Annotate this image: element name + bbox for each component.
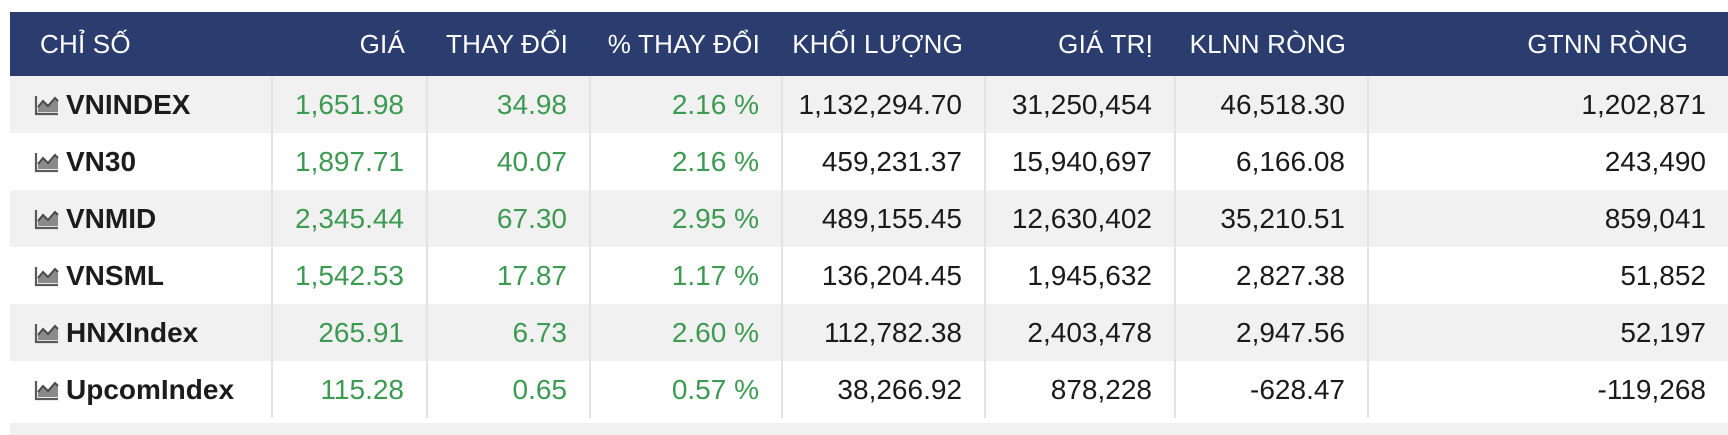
index-volume: 136,204.45: [781, 247, 985, 304]
index-foreign-net-volume: 35,210.51: [1174, 190, 1368, 247]
index-foreign-net-value: 51,852: [1367, 247, 1728, 304]
index-foreign-net-volume: 46,518.30: [1174, 76, 1368, 133]
index-name[interactable]: HNXIndex: [66, 316, 199, 348]
index-name-cell[interactable]: UpcomIndex: [10, 361, 272, 418]
index-value: 31,250,454: [984, 76, 1175, 133]
table-row[interactable]: VN30 1,897.71 40.07 2.16 % 459,231.37 15,940,…: [10, 133, 1728, 190]
index-pct-change: 2.60 %: [589, 304, 782, 361]
index-change: 0.65: [426, 361, 590, 418]
column-header-volume[interactable]: KHỐI LƯỢNG: [792, 28, 963, 59]
index-change: 40.07: [426, 133, 590, 190]
column-header-change[interactable]: THAY ĐỔI: [446, 28, 568, 59]
column-header-foreign-net-value[interactable]: GTNN RÒNG: [1527, 28, 1688, 59]
index-change: 67.30: [426, 190, 590, 247]
index-name[interactable]: VNINDEX: [66, 88, 191, 120]
index-foreign-net-volume: 2,827.38: [1174, 247, 1368, 304]
index-volume: 38,266.92: [781, 361, 985, 418]
index-pct-change: 2.16 %: [589, 133, 782, 190]
table-row[interactable]: VNSML 1,542.53 17.87 1.17 % 136,204.45 1,945,…: [10, 247, 1728, 304]
table-row[interactable]: HNXIndex 265.91 6.73 2.60 % 112,782.38 2,403,…: [10, 304, 1728, 361]
index-name[interactable]: UpcomIndex: [66, 373, 235, 405]
column-header-value[interactable]: GIÁ TRỊ: [1058, 28, 1153, 59]
column-header-price[interactable]: GIÁ: [359, 28, 405, 59]
index-pct-change: 1.17 %: [589, 247, 782, 304]
index-name[interactable]: VNMID: [66, 202, 157, 234]
column-header-foreign-net-volume[interactable]: KLNN RÒNG: [1189, 28, 1346, 59]
index-volume: 1,132,294.70: [781, 76, 985, 133]
next-row-strip: [10, 423, 1728, 435]
column-header-index[interactable]: CHỈ SỐ: [40, 28, 131, 59]
table-body: VNINDEX 1,651.98 34.98 2.16 % 1,132,294.70 31…: [10, 76, 1728, 418]
index-price: 115.28: [271, 361, 427, 418]
index-foreign-net-value: -119,268: [1367, 361, 1728, 418]
index-volume: 112,782.38: [781, 304, 985, 361]
column-header-pct-change[interactable]: % THAY ĐỔI: [607, 28, 760, 59]
index-change: 34.98: [426, 76, 590, 133]
index-price: 1,651.98: [271, 76, 427, 133]
index-pct-change: 2.16 %: [589, 76, 782, 133]
index-value: 15,940,697: [984, 133, 1175, 190]
chart-icon[interactable]: [34, 94, 60, 116]
table-row[interactable]: VNMID 2,345.44 67.30 2.95 % 489,155.45 12,630…: [10, 190, 1728, 247]
index-foreign-net-volume: -628.47: [1174, 361, 1368, 418]
index-foreign-net-value: 243,490: [1367, 133, 1728, 190]
index-change: 17.87: [426, 247, 590, 304]
index-pct-change: 0.57 %: [589, 361, 782, 418]
index-change: 6.73: [426, 304, 590, 361]
market-index-table-container: CHỈ SỐ GIÁ THAY ĐỔI % THAY ĐỔI KHỐI LƯỢN…: [10, 12, 1728, 418]
header-row: CHỈ SỐ GIÁ THAY ĐỔI % THAY ĐỔI KHỐI LƯỢN…: [10, 12, 1728, 76]
index-price: 265.91: [271, 304, 427, 361]
index-price: 1,897.71: [271, 133, 427, 190]
index-value: 1,945,632: [984, 247, 1175, 304]
index-foreign-net-value: 1,202,871: [1367, 76, 1728, 133]
index-name-cell[interactable]: VNSML: [10, 247, 272, 304]
index-value: 878,228: [984, 361, 1175, 418]
index-volume: 459,231.37: [781, 133, 985, 190]
chart-icon[interactable]: [34, 208, 60, 230]
index-foreign-net-value: 859,041: [1367, 190, 1728, 247]
index-name-cell[interactable]: VN30: [10, 133, 272, 190]
chart-icon[interactable]: [34, 379, 60, 401]
table-row[interactable]: VNINDEX 1,651.98 34.98 2.16 % 1,132,294.70 31…: [10, 76, 1728, 133]
index-foreign-net-volume: 6,166.08: [1174, 133, 1368, 190]
chart-icon[interactable]: [34, 265, 60, 287]
index-name-cell[interactable]: VNINDEX: [10, 76, 272, 133]
table-row[interactable]: UpcomIndex 115.28 0.65 0.57 % 38,266.92 878,2…: [10, 361, 1728, 418]
index-foreign-net-volume: 2,947.56: [1174, 304, 1368, 361]
index-price: 2,345.44: [271, 190, 427, 247]
index-value: 2,403,478: [984, 304, 1175, 361]
chart-icon[interactable]: [34, 322, 60, 344]
chart-icon[interactable]: [34, 151, 60, 173]
index-value: 12,630,402: [984, 190, 1175, 247]
table-header: CHỈ SỐ GIÁ THAY ĐỔI % THAY ĐỔI KHỐI LƯỢN…: [10, 12, 1728, 76]
market-index-table: CHỈ SỐ GIÁ THAY ĐỔI % THAY ĐỔI KHỐI LƯỢN…: [10, 12, 1728, 418]
index-name-cell[interactable]: HNXIndex: [10, 304, 272, 361]
index-price: 1,542.53: [271, 247, 427, 304]
index-name[interactable]: VNSML: [66, 259, 164, 291]
index-volume: 489,155.45: [781, 190, 985, 247]
index-name-cell[interactable]: VNMID: [10, 190, 272, 247]
index-pct-change: 2.95 %: [589, 190, 782, 247]
index-name[interactable]: VN30: [66, 145, 137, 177]
index-foreign-net-value: 52,197: [1367, 304, 1728, 361]
